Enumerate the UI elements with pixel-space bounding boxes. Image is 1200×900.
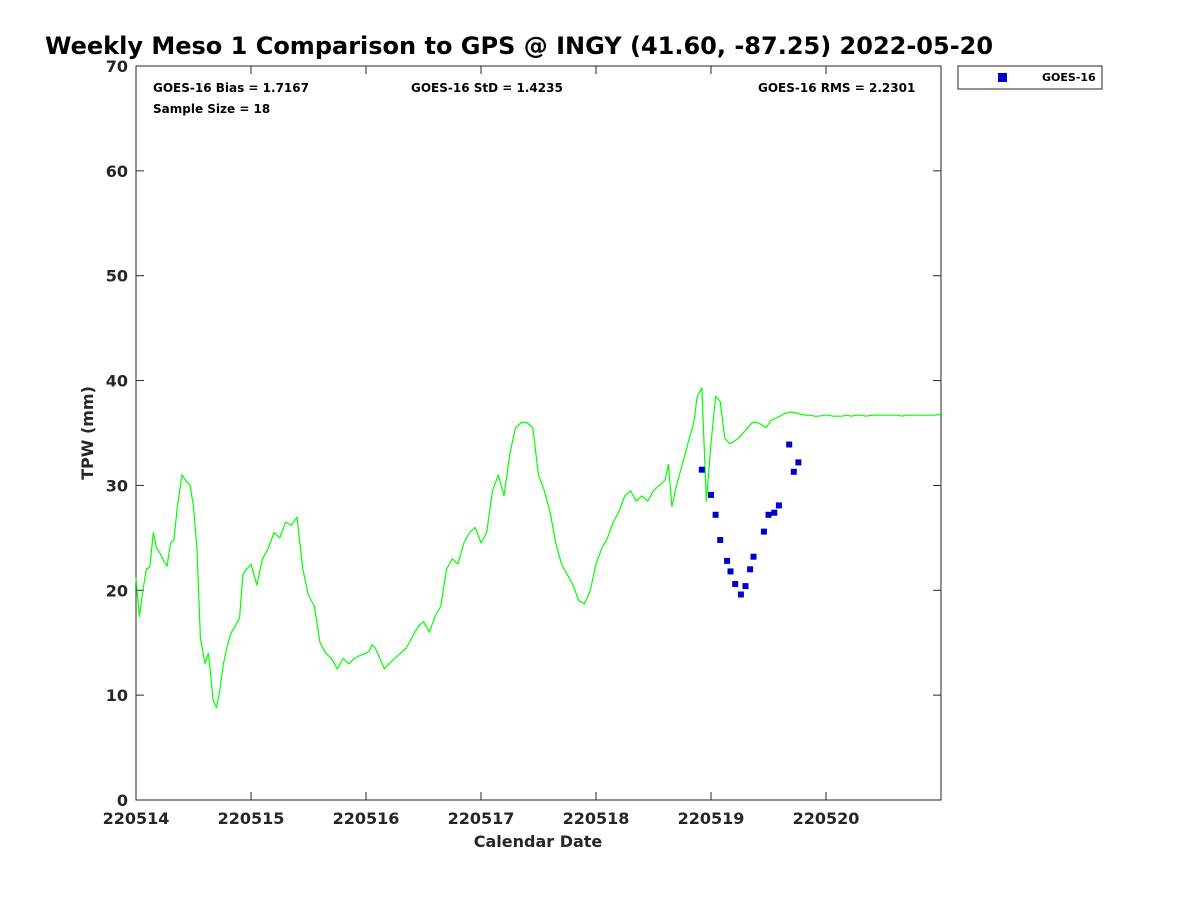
goes16-point bbox=[765, 511, 772, 518]
goes16-point bbox=[732, 581, 739, 587]
y-tick-label: 50 bbox=[106, 267, 128, 286]
std-stat: GOES-16 StD = 1.4235 bbox=[411, 81, 563, 95]
goes16-point bbox=[775, 502, 782, 509]
goes16-point bbox=[717, 537, 724, 543]
rms-stat: GOES-16 RMS = 2.2301 bbox=[758, 81, 915, 95]
goes16-point bbox=[790, 468, 797, 475]
x-tick-label: 220519 bbox=[678, 809, 745, 828]
goes16-point bbox=[786, 441, 793, 448]
goes16-point bbox=[747, 566, 754, 573]
x-tick-label: 220518 bbox=[563, 809, 630, 828]
legend-box bbox=[957, 65, 1103, 90]
y-tick-label: 20 bbox=[106, 581, 128, 600]
x-tick-label: 220516 bbox=[333, 809, 400, 828]
x-tick-label: 220514 bbox=[103, 809, 170, 828]
sample-size-stat: Sample Size = 18 bbox=[153, 102, 270, 116]
goes16-point bbox=[760, 528, 767, 535]
x-axis-label: Calendar Date bbox=[474, 832, 603, 851]
goes16-point bbox=[698, 466, 705, 473]
legend: GOES-16 bbox=[957, 65, 1103, 90]
gps-tpw-line bbox=[135, 387, 942, 709]
goes16-point bbox=[742, 583, 749, 590]
y-tick-label: 10 bbox=[106, 686, 128, 705]
y-tick-label: 30 bbox=[106, 476, 128, 495]
goes16-point bbox=[795, 459, 802, 466]
goes16-point bbox=[727, 568, 734, 575]
y-tick-label: 40 bbox=[106, 372, 128, 391]
goes16-point bbox=[750, 553, 757, 560]
series-layer bbox=[135, 387, 942, 709]
x-tick-label: 220517 bbox=[448, 809, 515, 828]
y-axis: 0 10 20 30 40 50 60 70 bbox=[106, 57, 941, 810]
y-tick-label: 0 bbox=[117, 791, 128, 810]
y-tick-label: 70 bbox=[106, 57, 128, 76]
x-tick-label: 220520 bbox=[793, 809, 860, 828]
y-axis-label: TPW (mm) bbox=[78, 386, 97, 480]
goes16-point bbox=[708, 491, 714, 498]
goes16-point bbox=[724, 557, 731, 564]
bias-stat: GOES-16 Bias = 1.7167 bbox=[153, 81, 309, 95]
goes16-point bbox=[737, 591, 744, 598]
goes16-point bbox=[712, 511, 719, 518]
goes16-point bbox=[771, 509, 778, 516]
plot-area bbox=[135, 65, 942, 801]
x-axis: 220514 220515 220516 220517 220518 220519 2205… bbox=[103, 66, 860, 828]
y-tick-label: 60 bbox=[106, 162, 128, 181]
x-tick-label: 220515 bbox=[218, 809, 285, 828]
legend-label: GOES-16 bbox=[1042, 71, 1096, 84]
chart-title: Weekly Meso 1 Comparison to GPS @ INGY (… bbox=[45, 32, 993, 60]
legend-marker bbox=[998, 73, 1007, 82]
